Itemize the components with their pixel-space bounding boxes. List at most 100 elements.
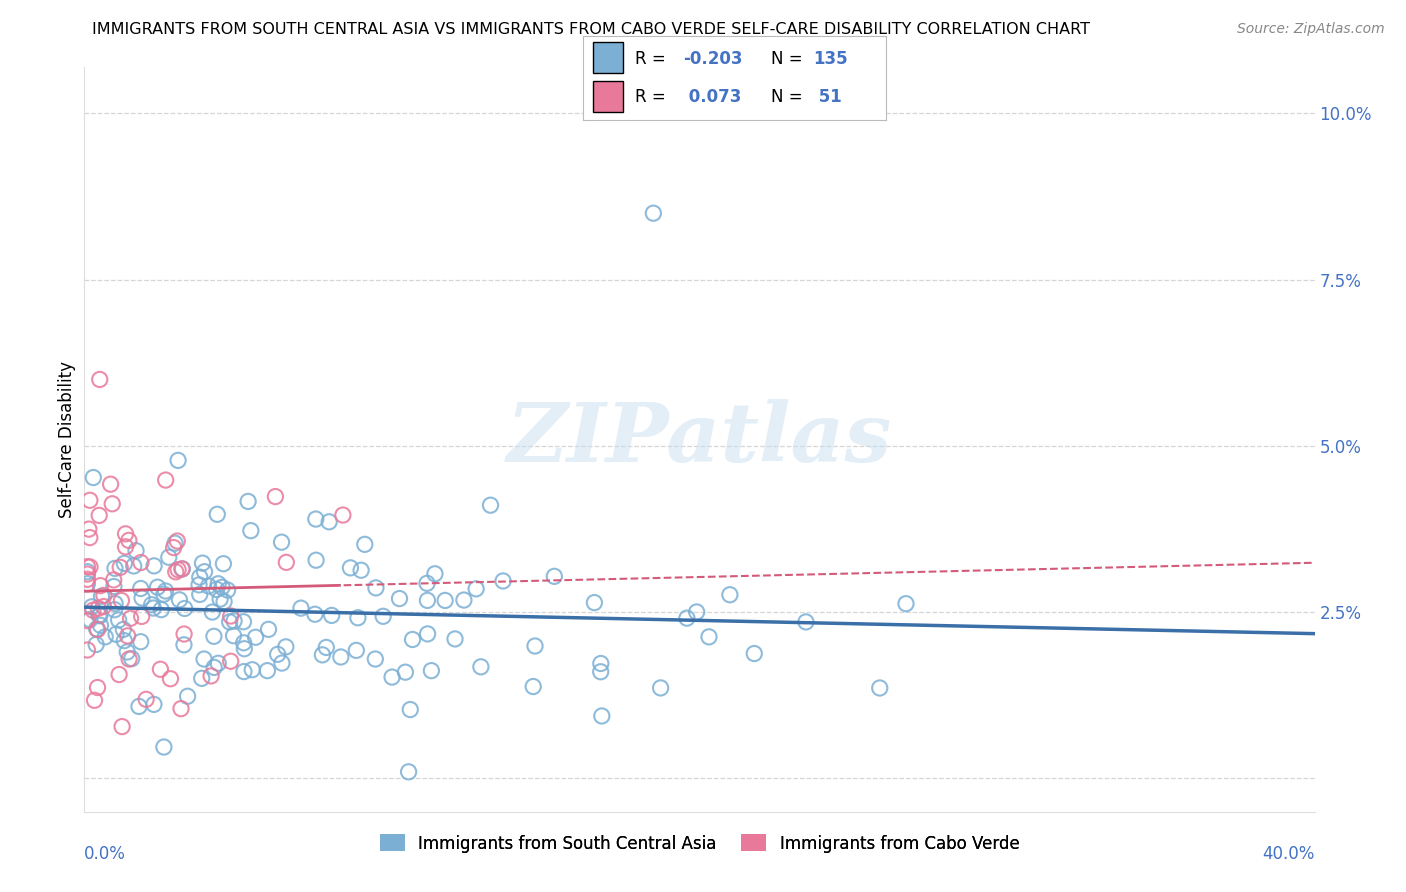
Point (89, 508, 111, 523)
Point (153, 739, 176, 754)
Point (266, 648, 288, 662)
Point (423, 566, 446, 581)
Point (718, 588, 741, 602)
Point (201, 605, 224, 619)
Text: IMMIGRANTS FROM SOUTH CENTRAL ASIA VS IMMIGRANTS FROM CABO VERDE SELF-CARE DISAB: IMMIGRANTS FROM SOUTH CENTRAL ASIA VS IM… (91, 22, 1090, 37)
Point (84, 638, 107, 652)
Point (211, 580, 233, 594)
Point (321, 608, 343, 623)
Point (153, 587, 176, 601)
Point (79, 531, 101, 545)
Point (155, 584, 177, 599)
Point (146, 580, 169, 594)
Text: 0.073: 0.073 (683, 87, 741, 105)
Point (159, 672, 181, 686)
Point (453, 593, 475, 607)
Point (129, 582, 152, 596)
Point (86, 623, 108, 637)
Point (274, 640, 297, 654)
Point (176, 690, 198, 704)
Point (141, 598, 163, 612)
Point (202, 660, 225, 674)
Point (173, 601, 195, 615)
Point (157, 550, 180, 565)
Point (207, 576, 229, 591)
Point (318, 515, 340, 529)
Point (434, 593, 457, 607)
FancyBboxPatch shape (592, 81, 623, 112)
Point (115, 645, 138, 659)
Point (89, 579, 111, 593)
Point (217, 583, 239, 598)
Point (394, 665, 416, 680)
Point (89, 618, 111, 632)
Point (245, 630, 267, 644)
Point (219, 654, 242, 668)
Text: 40.0%: 40.0% (1263, 846, 1315, 863)
Point (276, 555, 298, 569)
Point (193, 565, 215, 579)
Text: 135: 135 (813, 50, 848, 68)
Point (111, 720, 134, 734)
Point (108, 560, 131, 574)
Point (135, 692, 157, 706)
Point (83, 693, 105, 707)
Point (209, 592, 232, 607)
Point (76, 643, 98, 657)
Point (591, 709, 613, 723)
Text: ZIPatlas: ZIPatlas (506, 400, 893, 479)
Point (167, 453, 190, 467)
Point (332, 508, 354, 522)
Point (676, 611, 699, 625)
Text: R =: R = (636, 87, 671, 105)
Point (205, 582, 228, 597)
Point (87, 607, 110, 622)
Point (232, 636, 254, 650)
Point (685, 605, 707, 619)
Point (329, 650, 352, 665)
Text: R =: R = (636, 50, 671, 68)
FancyBboxPatch shape (592, 43, 623, 73)
Point (305, 512, 328, 526)
Point (149, 662, 172, 676)
Point (93, 599, 115, 614)
Point (173, 627, 195, 641)
Point (79, 560, 101, 574)
Point (420, 664, 443, 678)
Point (76, 559, 98, 574)
Point (129, 634, 152, 648)
Point (129, 556, 152, 570)
Point (444, 632, 467, 646)
Point (465, 582, 488, 596)
Point (650, 681, 672, 695)
Point (112, 557, 135, 571)
Point (222, 629, 245, 643)
Point (167, 563, 190, 577)
Point (193, 652, 215, 666)
Point (79, 493, 101, 508)
Point (339, 561, 361, 575)
Point (256, 664, 278, 678)
Point (232, 615, 254, 629)
Point (122, 558, 145, 573)
Point (524, 639, 547, 653)
Point (94, 630, 117, 644)
Point (170, 562, 193, 576)
Point (105, 627, 128, 641)
Point (347, 611, 370, 625)
Point (82, 603, 104, 617)
Text: 51: 51 (813, 87, 842, 105)
Point (93, 589, 115, 603)
Point (270, 535, 292, 549)
Point (188, 570, 211, 584)
Text: N =: N = (770, 87, 808, 105)
Point (112, 623, 135, 637)
Point (522, 680, 544, 694)
Y-axis label: Self-Care Disability: Self-Care Disability (58, 360, 76, 518)
Point (150, 602, 173, 616)
Point (315, 640, 337, 655)
Point (163, 541, 186, 555)
Point (416, 576, 439, 591)
Point (643, 206, 665, 220)
Point (794, 615, 817, 629)
